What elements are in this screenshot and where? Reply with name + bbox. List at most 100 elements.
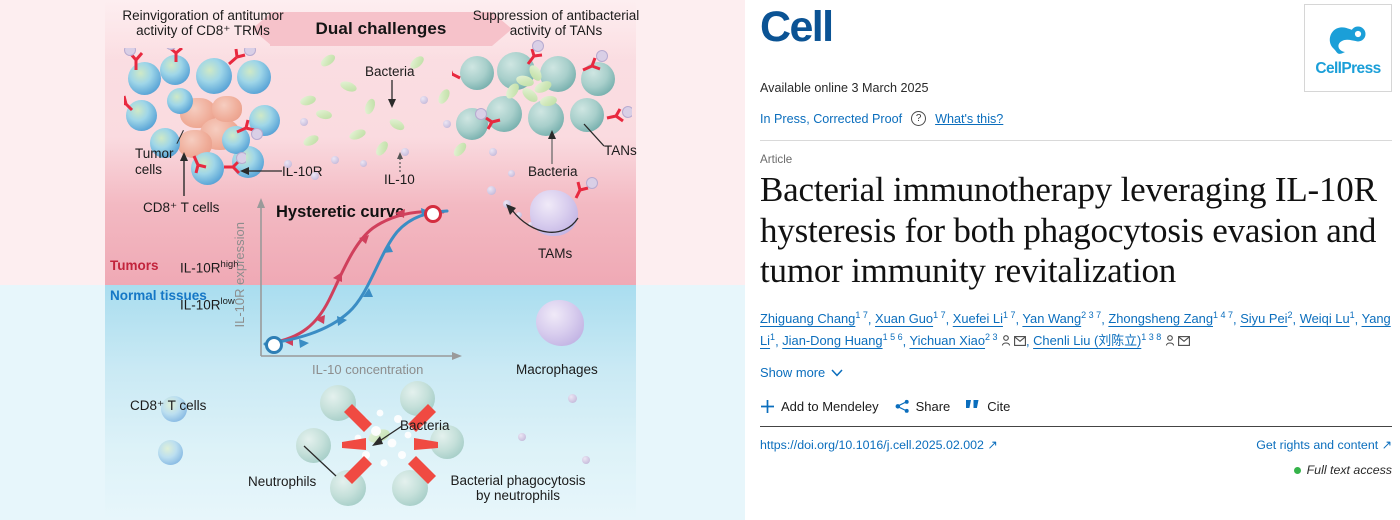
share-button[interactable]: Share xyxy=(895,399,951,415)
author-entry[interactable]: Yan Wang 2 3 7 xyxy=(1022,309,1102,327)
author-email-icon[interactable] xyxy=(1011,336,1026,348)
author-separator: , xyxy=(775,333,783,349)
author-name[interactable]: Yichuan Xiao xyxy=(909,333,986,349)
cd8-t-cell-bottom-2 xyxy=(158,440,183,465)
author-entry[interactable]: Xuefei Li 1 7 xyxy=(952,309,1016,327)
author-name[interactable]: Zhiguang Chang xyxy=(760,311,856,327)
author-entry[interactable]: Yichuan Xiao 2 3 xyxy=(909,331,1026,349)
dual-challenges-right-arrow xyxy=(492,12,512,46)
tumor-cells-label: Tumor cells xyxy=(135,146,174,177)
cd8-t-cells-leader xyxy=(180,152,188,196)
il10r-high-label: IL-10Rhigh xyxy=(180,259,239,276)
author-separator: , xyxy=(945,311,953,327)
page-title: Bacterial immunotherapy leveraging IL-10… xyxy=(760,170,1377,291)
il10-dot-3 xyxy=(360,160,367,167)
author-entry[interactable]: Jian-Dong Huang 1 5 6 xyxy=(782,331,903,349)
help-icon[interactable]: ? xyxy=(911,111,927,126)
author-email-icon[interactable] xyxy=(1175,336,1190,348)
access-status: Full text access xyxy=(760,463,1392,477)
author-name[interactable]: Chenli Liu (刘陈立) xyxy=(1033,333,1142,349)
author-separator: , xyxy=(1015,311,1023,327)
add-to-mendeley-label: Add to Mendeley xyxy=(781,399,879,415)
author-profile-icon[interactable] xyxy=(998,335,1011,348)
chart-x-axis-label: IL-10 concentration xyxy=(312,362,424,377)
il10-label: IL-10 xyxy=(384,172,415,187)
author-name[interactable]: Yan Wang xyxy=(1022,311,1082,327)
author-separator: , xyxy=(1025,333,1034,349)
doi-row: https://doi.org/10.1016/j.cell.2025.02.0… xyxy=(760,437,1392,452)
neutrophils-leader xyxy=(303,445,337,477)
author-entry[interactable]: Chenli Liu (刘陈立) 1 3 8 xyxy=(1033,332,1190,349)
cite-button[interactable]: Cite xyxy=(966,399,1010,414)
cite-label: Cite xyxy=(987,399,1011,415)
dual-challenges-label: Dual challenges xyxy=(315,19,447,38)
author-name[interactable]: Yang Li xyxy=(760,311,1391,349)
chevron-down-icon xyxy=(831,369,843,377)
author-affiliation-marks: 2 3 7 xyxy=(1081,309,1102,320)
cell-journal-wordmark[interactable]: Cell xyxy=(760,3,834,51)
cellpress-logo[interactable]: CellPress xyxy=(1304,4,1392,92)
add-to-mendeley-button[interactable]: Add to Mendeley xyxy=(760,399,879,414)
plus-icon xyxy=(761,400,774,414)
author-affiliation-marks: 2 3 xyxy=(985,331,998,342)
author-affiliation-marks: 1 7 xyxy=(1002,309,1016,320)
hysteretic-curve-chart xyxy=(257,198,462,360)
author-entry[interactable]: Yang Li 1 xyxy=(760,311,1391,348)
chart-node-low-state xyxy=(265,336,283,354)
share-label: Share xyxy=(915,399,951,415)
bacteria-top-leader xyxy=(388,80,396,108)
author-entry[interactable]: Zhongsheng Zang 1 4 7 xyxy=(1108,310,1233,327)
cd8-t-cells-bottom-label: CD8⁺ T cells xyxy=(130,398,207,413)
bacteria-top-label: Bacteria xyxy=(365,64,415,79)
author-affiliation-marks: 1 5 6 xyxy=(882,331,903,342)
doi-link[interactable]: https://doi.org/10.1016/j.cell.2025.02.0… xyxy=(760,437,998,452)
chart-series-red xyxy=(269,210,445,345)
author-profile-icon[interactable] xyxy=(1161,335,1174,348)
tams-label: TAMs xyxy=(538,246,573,261)
graphical-abstract[interactable]: Dual challenges Reinvigoration of antitu… xyxy=(0,0,745,520)
external-link-icon-2: ↗ xyxy=(1381,438,1392,453)
chart-series-blue xyxy=(263,209,449,346)
macrophage-cell xyxy=(536,300,584,346)
author-affiliation-marks: 1 7 xyxy=(855,309,868,320)
author-entry[interactable]: Siyu Pei 2 xyxy=(1240,310,1292,327)
bacteria-mid-label: Bacteria xyxy=(528,164,578,179)
author-name[interactable]: Weiqi Lu xyxy=(1299,311,1350,327)
press-status-link[interactable]: In Press, Corrected Proof xyxy=(760,111,903,126)
cd8-t-cell-10 xyxy=(222,126,250,154)
tam-secretion-arrow xyxy=(506,204,579,233)
author-name[interactable]: Zhongsheng Zang xyxy=(1108,311,1213,327)
neutrophils-label: Neutrophils xyxy=(248,474,317,489)
author-separator: , xyxy=(1354,311,1362,327)
author-name[interactable]: Siyu Pei xyxy=(1240,311,1288,327)
show-more-button[interactable]: Show more xyxy=(760,365,843,380)
bacteria-mid-leader xyxy=(548,130,556,164)
il10-dot-16 xyxy=(516,212,522,218)
author-name[interactable]: Xuan Guo xyxy=(875,311,934,327)
author-entry[interactable]: Xuan Guo 1 7 xyxy=(875,310,946,327)
whats-this-link[interactable]: What's this? xyxy=(935,111,1004,126)
il10r-receptor-group-left xyxy=(124,48,263,174)
author-name[interactable]: Xuefei Li xyxy=(952,311,1003,327)
divider-top xyxy=(760,140,1392,141)
tans-label: TANs xyxy=(604,143,637,158)
cd8-t-cells-top-label: CD8⁺ T cells xyxy=(143,200,220,215)
get-rights-link[interactable]: Get rights and content ↗ xyxy=(1256,437,1392,452)
chart-title: Hysteretic curve xyxy=(276,203,405,221)
author-entry[interactable]: Weiqi Lu 1 xyxy=(1299,310,1355,327)
quote-icon xyxy=(966,400,979,409)
cd8-t-cell-6 xyxy=(150,128,180,158)
author-name[interactable]: Jian-Dong Huang xyxy=(782,333,883,349)
il10r-receptor-group-right xyxy=(452,40,632,130)
author-separator: , xyxy=(867,311,876,327)
author-entry[interactable]: Zhiguang Chang 1 7 xyxy=(760,309,868,327)
neutrophil-2 xyxy=(296,428,331,463)
il10-dot-13 xyxy=(508,170,515,177)
available-online-text: Available online 3 March 2025 xyxy=(760,81,929,95)
il10-dot-8 xyxy=(284,160,292,168)
tumor-cell-d xyxy=(212,96,242,122)
il10-dot-14 xyxy=(487,186,496,195)
cd8-t-cell-3 xyxy=(196,58,232,94)
share-icon xyxy=(895,400,909,413)
